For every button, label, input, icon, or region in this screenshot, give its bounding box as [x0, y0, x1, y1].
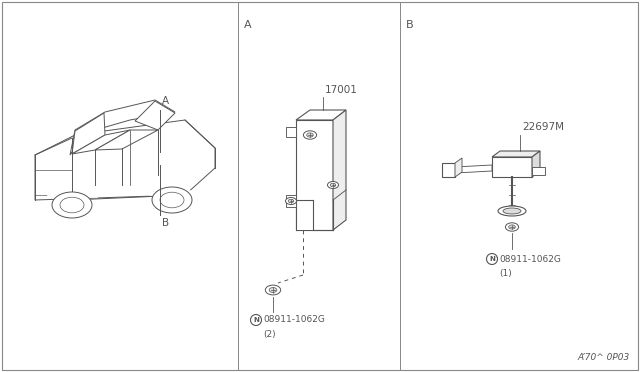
Ellipse shape	[498, 206, 526, 216]
Ellipse shape	[266, 285, 281, 295]
Polygon shape	[296, 200, 313, 230]
Circle shape	[486, 253, 497, 264]
Ellipse shape	[506, 223, 518, 231]
Polygon shape	[333, 110, 346, 230]
Text: A: A	[162, 96, 169, 106]
Text: N: N	[489, 256, 495, 262]
Ellipse shape	[160, 192, 184, 208]
Ellipse shape	[60, 197, 84, 213]
Text: 22697M: 22697M	[522, 122, 564, 132]
Ellipse shape	[328, 182, 339, 189]
Polygon shape	[72, 130, 130, 154]
Text: B: B	[406, 20, 413, 30]
Polygon shape	[492, 157, 532, 177]
Text: A: A	[244, 20, 252, 30]
Polygon shape	[72, 113, 105, 154]
Ellipse shape	[285, 198, 296, 205]
Polygon shape	[455, 165, 492, 173]
Polygon shape	[286, 195, 296, 207]
Text: (2): (2)	[263, 330, 276, 339]
Polygon shape	[35, 120, 215, 200]
Text: 17001: 17001	[325, 85, 358, 95]
Ellipse shape	[288, 199, 294, 203]
Text: 08911-1062G: 08911-1062G	[263, 315, 325, 324]
Ellipse shape	[509, 225, 515, 229]
Polygon shape	[95, 130, 158, 150]
Ellipse shape	[503, 208, 521, 214]
Ellipse shape	[303, 131, 317, 139]
Text: B: B	[162, 218, 169, 228]
Polygon shape	[296, 120, 333, 230]
Ellipse shape	[330, 183, 336, 187]
Text: N: N	[253, 317, 259, 323]
Polygon shape	[532, 167, 545, 175]
Text: (1): (1)	[499, 269, 512, 278]
Polygon shape	[296, 110, 346, 120]
Polygon shape	[442, 163, 455, 177]
Polygon shape	[135, 101, 175, 130]
Polygon shape	[286, 127, 296, 137]
Ellipse shape	[269, 288, 277, 292]
Ellipse shape	[307, 133, 314, 137]
Ellipse shape	[152, 187, 192, 213]
Text: 08911-1062G: 08911-1062G	[499, 254, 561, 263]
Ellipse shape	[52, 192, 92, 218]
Polygon shape	[70, 100, 175, 155]
Circle shape	[250, 314, 262, 326]
Polygon shape	[492, 151, 540, 157]
Polygon shape	[455, 158, 462, 177]
Polygon shape	[532, 151, 540, 177]
Text: A’70^ 0P03: A’70^ 0P03	[578, 353, 630, 362]
